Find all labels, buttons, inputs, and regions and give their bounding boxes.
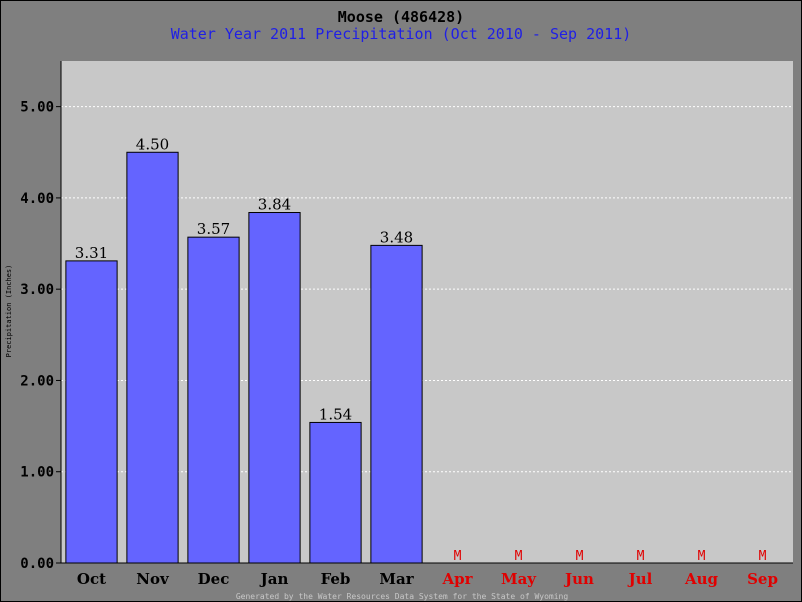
value-label: 1.54 <box>319 405 352 423</box>
missing-marker: M <box>698 549 706 564</box>
value-label: 4.50 <box>136 135 169 153</box>
chart-subtitle: Water Year 2011 Precipitation (Oct 2010 … <box>171 25 632 43</box>
grid-lines <box>61 106 793 473</box>
y-tick-label: 1.00 <box>20 465 54 481</box>
x-tick-label: Apr <box>441 570 473 588</box>
y-tick-label: 5.00 <box>20 100 54 116</box>
x-tick-label: Jan <box>259 570 289 588</box>
chart-title: Moose (486428) <box>338 8 464 26</box>
y-tick-label: 0.00 <box>20 556 54 572</box>
y-axis-ticks: 0.00 1.00 2.00 3.00 4.00 5.00 <box>20 100 61 572</box>
bar-jan <box>248 212 301 564</box>
value-label: 3.31 <box>75 244 108 262</box>
y-tick-label: 3.00 <box>20 282 54 298</box>
footer-text: Generated by the Water Resources Data Sy… <box>236 592 569 601</box>
bar-dec <box>187 236 240 564</box>
x-tick-label: Oct <box>77 570 106 588</box>
bar-oct <box>65 260 118 564</box>
x-tick-label: Dec <box>198 570 230 588</box>
x-tick-label: Feb <box>321 570 351 588</box>
bars-group: 3.31 4.50 3.57 3.84 1.54 3.48 M M M M M M <box>65 135 767 564</box>
y-tick-label: 2.00 <box>20 373 54 389</box>
x-tick-label: Nov <box>136 570 170 588</box>
x-tick-label: Aug <box>684 570 719 588</box>
x-tick-label: Mar <box>379 570 414 588</box>
x-tick-label: Jul <box>627 570 653 588</box>
bar-feb <box>309 421 362 564</box>
x-tick-label: May <box>501 570 537 588</box>
missing-marker: M <box>454 549 462 564</box>
x-axis-ticks: Oct Nov Dec Jan Feb Mar Apr May Jun Jul Aug Sep <box>77 570 778 588</box>
value-label: 3.48 <box>380 228 413 246</box>
missing-marker: M <box>576 549 584 564</box>
missing-marker: M <box>515 549 523 564</box>
x-tick-label: Jun <box>563 570 594 588</box>
bar-nov <box>126 151 179 564</box>
value-label: 3.84 <box>258 196 291 214</box>
y-tick-label: 4.00 <box>20 191 54 207</box>
y-axis-label: Precipitation (Inches) <box>5 265 13 358</box>
plot-area <box>61 61 793 563</box>
value-label: 3.57 <box>197 220 230 238</box>
missing-marker: M <box>759 549 767 564</box>
x-tick-label: Sep <box>747 570 778 588</box>
missing-marker: M <box>637 549 645 564</box>
bar-mar <box>370 244 423 564</box>
